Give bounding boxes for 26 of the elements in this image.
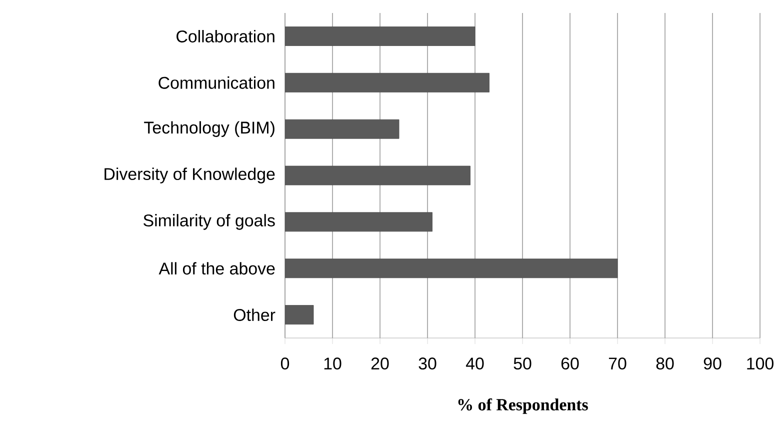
x-tick-label: 90 [704,358,722,370]
x-tick-label: 60 [561,358,579,370]
x-tick-label: 70 [608,358,626,370]
x-tick-label: 40 [466,358,484,370]
y-tick-label: All of the above [158,262,275,275]
x-tick-label: 100 [747,358,774,370]
x-tick-label: 10 [324,358,342,370]
y-tick-label: Other [234,308,276,322]
y-tick-label: Technology (BIM) [144,121,274,137]
x-tick-label: 20 [371,358,389,370]
y-tick-label: Diversity of Knowledge [104,168,275,184]
x-axis-title: % of Respondents [458,398,588,414]
bar [285,212,432,232]
bar [285,166,470,186]
x-tick-label: 50 [514,358,532,370]
y-tick-label: Similarity of goals [144,214,275,230]
bar [285,305,314,324]
bar [285,258,618,278]
x-tick-label: 0 [280,358,290,370]
y-tick-label: Communication [158,76,274,89]
bar [285,119,400,139]
x-tick-label: 30 [418,358,436,370]
x-tick-label: 80 [656,358,674,370]
bar [285,72,490,92]
y-tick-label: Collaboration [176,30,274,42]
bar [285,26,476,46]
